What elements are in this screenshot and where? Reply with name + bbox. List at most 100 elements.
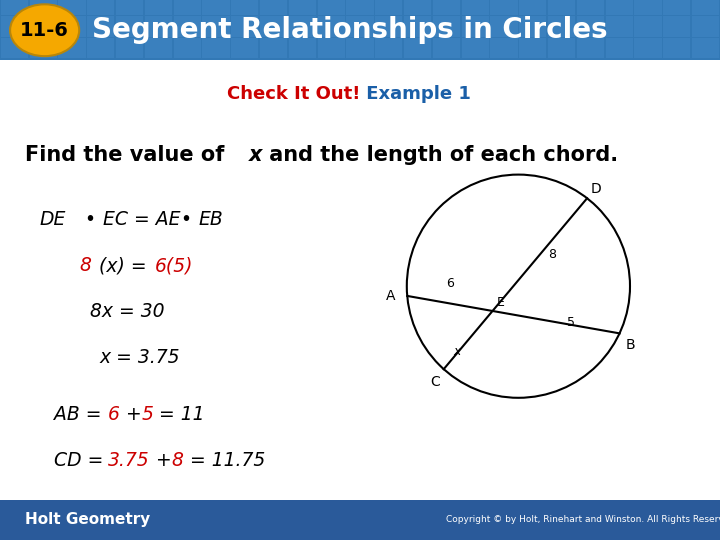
Bar	[260, 38, 287, 58]
Bar	[116, 38, 143, 58]
Text: +: +	[150, 450, 178, 470]
Bar	[548, 0, 575, 15]
Bar	[87, 16, 114, 37]
Bar	[30, 16, 57, 37]
Bar	[289, 38, 316, 58]
Text: 11-6: 11-6	[20, 21, 69, 40]
Text: Copyright © by Holt, Rinehart and Winston. All Rights Reserved.: Copyright © by Holt, Rinehart and Winsto…	[446, 515, 720, 524]
Text: B: B	[625, 338, 635, 352]
Bar	[202, 38, 230, 58]
Text: 6(5): 6(5)	[155, 256, 193, 275]
Bar	[346, 0, 374, 15]
Text: (x) =: (x) =	[99, 256, 153, 275]
Bar	[577, 0, 604, 15]
Bar	[0, 0, 720, 60]
Bar	[606, 38, 633, 58]
Bar	[404, 16, 431, 37]
Bar	[174, 16, 201, 37]
Text: •: •	[181, 210, 192, 230]
Bar	[1, 38, 28, 58]
Bar	[87, 38, 114, 58]
Bar	[548, 16, 575, 37]
Text: +: +	[120, 404, 148, 424]
Text: C: C	[431, 375, 440, 389]
Text: = 11: = 11	[153, 404, 205, 424]
Text: EB: EB	[198, 210, 222, 230]
Bar	[145, 0, 172, 15]
Text: Check It Out!: Check It Out!	[227, 85, 360, 103]
Text: DE: DE	[40, 210, 66, 230]
Text: 8: 8	[549, 248, 557, 261]
Bar	[260, 0, 287, 15]
Bar	[634, 0, 662, 15]
Text: AB =: AB =	[54, 404, 107, 424]
Bar	[548, 38, 575, 58]
Bar	[663, 16, 690, 37]
Text: 6: 6	[108, 404, 120, 424]
Bar	[490, 16, 518, 37]
Bar	[58, 0, 86, 15]
Bar	[663, 0, 690, 15]
Text: x = 3.75: x = 3.75	[99, 348, 180, 367]
Bar	[318, 38, 345, 58]
Bar	[692, 38, 719, 58]
Bar	[634, 38, 662, 58]
Bar	[116, 16, 143, 37]
Text: •: •	[84, 210, 95, 230]
Bar	[289, 16, 316, 37]
Bar	[490, 0, 518, 15]
Bar	[145, 16, 172, 37]
Bar	[318, 16, 345, 37]
Bar	[260, 16, 287, 37]
Text: Example 1: Example 1	[360, 85, 471, 103]
Text: 8x = 30: 8x = 30	[90, 302, 164, 321]
Text: 8: 8	[79, 256, 91, 275]
Bar	[87, 0, 114, 15]
Bar	[433, 38, 460, 58]
Bar	[346, 16, 374, 37]
Text: 5: 5	[567, 316, 575, 329]
Bar	[346, 38, 374, 58]
Bar	[174, 0, 201, 15]
Bar	[231, 16, 258, 37]
Text: 5: 5	[142, 404, 153, 424]
Bar	[116, 0, 143, 15]
Bar	[692, 0, 719, 15]
Bar	[519, 0, 546, 15]
Bar	[375, 38, 402, 58]
Bar	[202, 0, 230, 15]
Text: EC = AE: EC = AE	[103, 210, 181, 230]
Bar	[519, 16, 546, 37]
Bar	[1, 16, 28, 37]
Text: and the length of each chord.: and the length of each chord.	[262, 145, 618, 165]
Bar	[30, 0, 57, 15]
Text: 6: 6	[446, 277, 454, 290]
Text: 3.75: 3.75	[108, 450, 150, 470]
Bar	[663, 38, 690, 58]
Bar	[606, 16, 633, 37]
Text: D: D	[590, 181, 601, 195]
Bar	[433, 16, 460, 37]
Bar	[634, 16, 662, 37]
Bar	[174, 38, 201, 58]
Bar	[404, 38, 431, 58]
Text: Find the value of: Find the value of	[25, 145, 232, 165]
Text: Segment Relationships in Circles: Segment Relationships in Circles	[92, 16, 608, 44]
Bar	[519, 38, 546, 58]
Text: A: A	[386, 289, 396, 303]
Text: Holt Geometry: Holt Geometry	[25, 512, 150, 527]
Bar	[462, 38, 489, 58]
Bar	[375, 16, 402, 37]
Bar	[145, 38, 172, 58]
Bar	[0, 500, 720, 540]
Bar	[692, 16, 719, 37]
Bar	[289, 0, 316, 15]
Bar	[462, 0, 489, 15]
Bar	[318, 0, 345, 15]
Text: x: x	[249, 145, 263, 165]
Bar	[1, 0, 28, 15]
Bar	[606, 0, 633, 15]
Bar	[202, 16, 230, 37]
Bar	[490, 38, 518, 58]
Bar	[404, 0, 431, 15]
